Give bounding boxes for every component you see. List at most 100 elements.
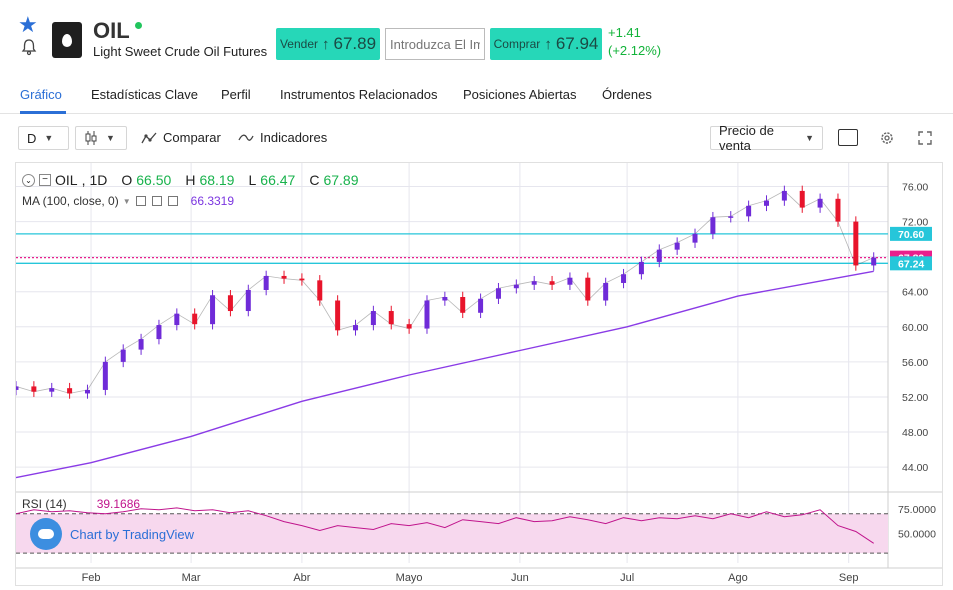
candle [49, 388, 55, 392]
chevron-down-icon[interactable]: ⌄ [22, 173, 35, 187]
close-icon[interactable] [167, 196, 178, 206]
sell-label: Vender [279, 37, 318, 51]
tab-grafico[interactable]: Gráfico [20, 87, 62, 102]
candle [138, 339, 144, 350]
candle [299, 278, 305, 281]
visibility-icon[interactable] [135, 196, 146, 206]
candle [245, 289, 251, 312]
price-type-value: Precio de venta [719, 123, 774, 153]
bell-icon[interactable] [20, 38, 38, 56]
instrument-name: Light Sweet Crude Oil Futures [93, 44, 268, 59]
time-axis-label: Ago [728, 572, 748, 584]
chevron-down-icon: ▼ [44, 133, 54, 143]
rsi-line [15, 507, 874, 544]
buy-button[interactable]: Comprar ↑ 67.94 [490, 28, 602, 60]
price-change: +1.41 (+2.12%) [608, 24, 661, 60]
candle [871, 257, 877, 266]
price-axis-label: 52.00 [902, 392, 928, 404]
buy-price: 67.94 [555, 34, 599, 53]
instrument-symbol: OIL [93, 18, 130, 43]
candle [353, 325, 359, 331]
chart-type-select[interactable]: ▼ [75, 126, 127, 150]
tab-estadisticas-clave[interactable]: Estadísticas Clave [91, 87, 198, 102]
arrow-up-icon: ↑ [322, 35, 330, 53]
candle [549, 281, 555, 285]
candle [370, 311, 376, 326]
settings-icon[interactable] [879, 130, 895, 146]
candle [84, 389, 90, 394]
rsi-value: 39.1686 [96, 497, 141, 511]
fullscreen-icon[interactable] [918, 131, 932, 145]
candle [424, 300, 430, 329]
favorite-star-icon[interactable]: ★ [18, 12, 38, 37]
candle [746, 205, 752, 217]
tab-posiciones-abiertas[interactable]: Posiciones Abiertas [463, 87, 577, 102]
chevron-down-icon: ▼ [805, 133, 814, 143]
chevron-down-icon[interactable]: ▼ [122, 196, 131, 206]
legend-high-label: H [185, 172, 196, 188]
candle [13, 386, 19, 390]
legend-symbol: OIL [55, 172, 78, 188]
legend-high-value: 68.19 [199, 172, 235, 188]
candlestick-icon [85, 131, 97, 145]
candle [192, 313, 198, 325]
time-axis-label: Jul [620, 572, 634, 584]
candle [853, 221, 859, 266]
candle [656, 249, 662, 262]
rsi-legend: RSI (14) 39.1686 [22, 497, 140, 511]
candle [781, 190, 787, 201]
rsi-axis-label: 50.0000 [898, 528, 936, 540]
legend-open-label: O [121, 172, 133, 188]
settings-icon[interactable] [151, 196, 162, 206]
indicators-label: Indicadores [260, 130, 328, 145]
price-axis-label: 56.00 [902, 357, 928, 369]
interval-value: D [27, 130, 37, 146]
tab-instrumentos-relacionados[interactable]: Instrumentos Relacionados [280, 87, 438, 102]
chart-toolbar: D ▼ ▼ Comparar Indicadores Precio de ven… [0, 123, 953, 154]
candle [531, 281, 537, 285]
sell-price: 67.89 [333, 34, 377, 53]
tab-bar: Gráfico Estadísticas Clave Perfil Instru… [0, 82, 953, 114]
candle [388, 311, 394, 325]
instrument-header: ★ OIL Light Sweet Crude Oil Futures Vend… [0, 0, 953, 70]
price-type-select[interactable]: Precio de venta ▼ [710, 123, 823, 153]
chart-container[interactable]: Feb Mar Abr Mayo Jun Jul Ago Sep 44.00 48.00 52.00… [13, 162, 943, 586]
tab-ordenes[interactable]: Órdenes [602, 87, 652, 102]
sell-button[interactable]: Vender ↑ 67.89 [276, 28, 380, 60]
indicators-button[interactable]: Indicadores [238, 130, 327, 145]
tab-perfil[interactable]: Perfil [221, 87, 251, 102]
candle [67, 388, 73, 394]
candle [102, 361, 108, 390]
time-axis-label: Abr [293, 572, 310, 584]
price-axis-label: 60.00 [902, 322, 928, 334]
interval-select[interactable]: D ▼ [18, 126, 69, 150]
rsi-axis-label: 75.0000 [898, 504, 936, 516]
candle [513, 284, 519, 289]
tradingview-watermark[interactable]: Chart by TradingView [30, 518, 194, 550]
candle [31, 386, 37, 392]
legend-separator: , [81, 172, 86, 188]
time-axis-label: Jun [511, 572, 529, 584]
candle [567, 277, 573, 285]
candle [281, 275, 287, 279]
checkbox-icon[interactable] [838, 129, 858, 146]
price-change-absolute: +1.41 [608, 25, 641, 40]
price-change-percent: (+2.12%) [608, 43, 662, 58]
price-axis-label: 44.00 [902, 462, 928, 474]
price-chart[interactable]: Feb Mar Abr Mayo Jun Jul Ago Sep 44.00 48.00 52.00… [13, 163, 942, 585]
active-tab-indicator [20, 111, 66, 114]
candle [335, 300, 341, 331]
candle [763, 200, 769, 206]
price-axis-label: 72.00 [902, 217, 928, 229]
watermark-text: Chart by TradingView [70, 526, 195, 542]
time-axis-label: Mayo [396, 572, 423, 584]
compare-button[interactable]: Comparar [141, 130, 221, 145]
candle [728, 216, 734, 218]
amount-input[interactable] [385, 28, 485, 60]
price-line-label-bg [890, 256, 932, 271]
collapse-icon[interactable]: − [39, 174, 51, 186]
candle [478, 298, 484, 313]
arrow-up-icon: ↑ [544, 35, 552, 53]
price-line-label-bg [890, 226, 932, 241]
candle [603, 282, 609, 301]
